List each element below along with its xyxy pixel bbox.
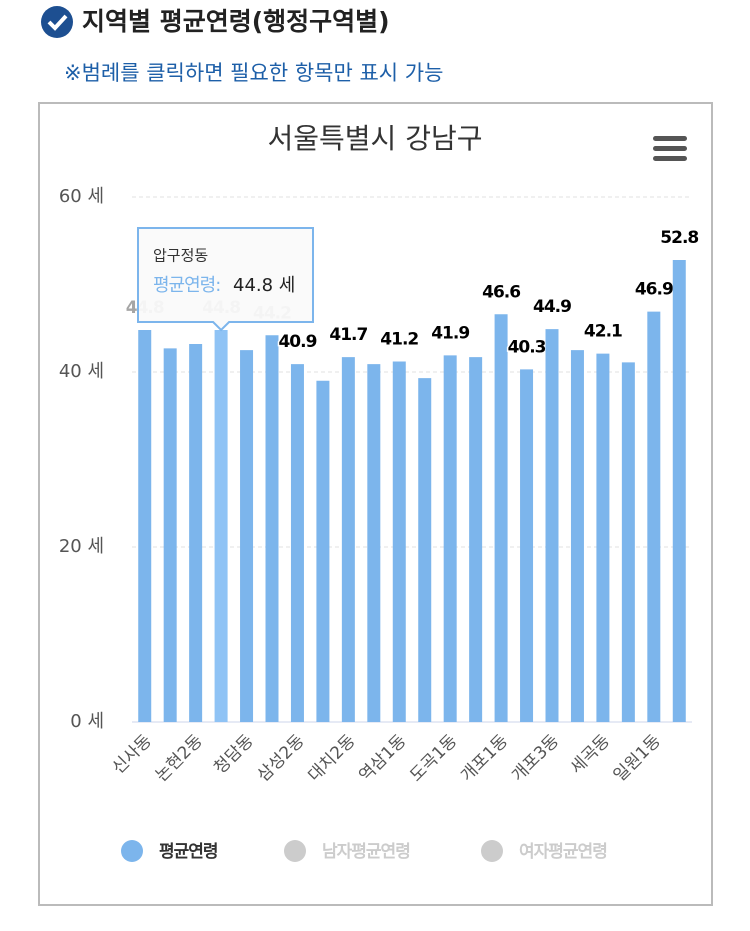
y-tick-label: 60 세	[59, 186, 104, 207]
bar	[570, 350, 584, 722]
data-label: 41.9	[431, 323, 469, 343]
check-mark	[47, 14, 68, 31]
y-tick-label: 0 세	[70, 711, 104, 732]
bar	[189, 344, 203, 722]
bar	[265, 335, 279, 722]
data-label: 40.9	[278, 332, 316, 352]
menu-bar[interactable]	[653, 156, 687, 161]
tooltip-box	[137, 227, 314, 332]
legend-label[interactable]: 남자평균연령	[322, 841, 411, 862]
bar	[163, 348, 177, 722]
data-label: 46.6	[482, 282, 520, 302]
data-label: 42.1	[584, 322, 622, 342]
bar	[418, 378, 432, 722]
bar	[443, 355, 457, 722]
bar	[240, 350, 254, 722]
bar	[469, 357, 483, 722]
tooltip-series: 평균연령:	[153, 275, 220, 296]
menu-bar[interactable]	[653, 146, 687, 151]
bar	[647, 311, 661, 722]
page-title: 지역별 평균연령(행정구역별)	[82, 7, 390, 36]
bar	[672, 260, 686, 722]
chart-title: 서울특별시 강남구	[268, 122, 483, 155]
bar	[621, 362, 635, 722]
check-icon	[41, 6, 73, 38]
legend-marker[interactable]	[481, 840, 503, 862]
bar	[392, 361, 406, 722]
bar	[138, 330, 152, 722]
bar	[545, 329, 559, 722]
bar	[494, 314, 508, 722]
tooltip-category: 압구정동	[153, 247, 208, 265]
data-label: 52.8	[660, 228, 698, 248]
note: ※범례를 클릭하면 필요한 항목만 표시 가능	[64, 61, 443, 85]
bar	[596, 353, 610, 722]
data-label: 41.2	[380, 330, 418, 350]
data-label: 41.7	[329, 325, 367, 345]
data-label: 46.9	[635, 280, 673, 300]
legend-marker[interactable]	[284, 840, 306, 862]
legend-label[interactable]: 여자평균연령	[519, 841, 608, 862]
bar	[290, 364, 304, 722]
menu-button[interactable]	[653, 136, 687, 161]
bar	[214, 330, 228, 722]
data-label: 44.9	[533, 297, 571, 317]
y-tick-label: 40 세	[59, 361, 104, 382]
bar	[520, 369, 534, 722]
tooltip-value: 44.8 세	[233, 275, 295, 296]
legend-label[interactable]: 평균연령	[159, 841, 219, 862]
bar	[367, 364, 381, 722]
data-label: 40.3	[508, 337, 546, 357]
bar	[341, 357, 355, 722]
y-tick-label: 20 세	[59, 536, 104, 557]
menu-bar[interactable]	[653, 136, 687, 141]
bar	[316, 380, 330, 722]
legend-marker[interactable]	[121, 840, 143, 862]
